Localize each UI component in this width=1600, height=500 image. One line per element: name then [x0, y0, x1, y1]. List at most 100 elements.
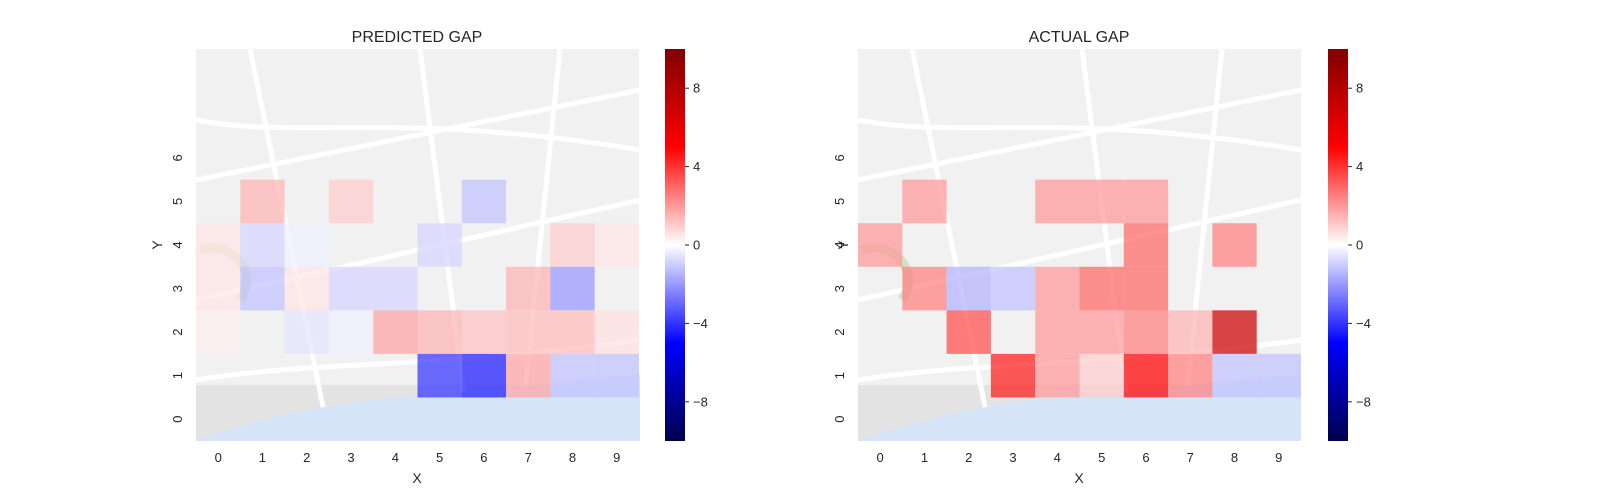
x-tick-label: 3: [347, 450, 354, 465]
actual-gap-title: ACTUAL GAP: [1029, 29, 1130, 46]
colorbar-tick-label: −4: [693, 316, 708, 331]
heatmap-cell: [990, 353, 1036, 398]
y-tick-label: 4: [170, 241, 185, 248]
heatmap-cell: [1212, 223, 1257, 267]
y-tick-label: 5: [170, 198, 185, 205]
x-tick-label: 1: [921, 450, 928, 465]
predicted-gap-y-ticks: 0 1 2 3 4 5 6: [170, 154, 185, 423]
heatmap-cell: [373, 310, 418, 354]
heatmap-cell: [506, 353, 551, 398]
x-tick-label: 8: [569, 450, 576, 465]
heatmap-cell: [1123, 353, 1169, 398]
actual-gap-x-ticks: 0 1 2 3 4 5 6 7 8 9: [876, 450, 1282, 465]
heatmap-cell: [1079, 353, 1124, 398]
heatmap-cell: [284, 310, 329, 354]
actual-gap-colorbar-ticks: 8 4 0 −4 −8: [1348, 81, 1371, 409]
colorbar-tick-label: 4: [693, 159, 700, 174]
heatmap-cell: [550, 223, 595, 267]
actual-gap-y-axis-label: Y: [835, 240, 851, 250]
colorbar-tick-label: −8: [1356, 394, 1371, 409]
heatmap-cell: [902, 179, 947, 224]
x-tick-label: 2: [965, 450, 972, 465]
predicted-gap-panel: PREDICTED GAP 8 4 0 −4 −8 0 1 2 3 4 5 6 7 8 9 0 1 2 3 4 5 6…: [149, 29, 708, 486]
y-tick-label: 2: [832, 328, 847, 335]
predicted-gap-colorbar-ticks: 8 4 0 −4 −8: [685, 81, 708, 409]
heatmap-cell: [902, 266, 947, 311]
y-tick-label: 6: [832, 154, 847, 161]
colorbar-tick-label: −8: [693, 394, 708, 409]
heatmap-cell: [240, 223, 285, 267]
x-tick-label: 9: [1275, 450, 1282, 465]
heatmap-cell: [594, 223, 639, 267]
x-tick-label: 4: [392, 450, 399, 465]
heatmap-cell: [1212, 310, 1257, 354]
actual-gap-x-axis-label: X: [1074, 470, 1084, 486]
x-tick-label: 5: [1098, 450, 1105, 465]
heatmap-cell: [1123, 310, 1169, 354]
heatmap-cell: [1035, 266, 1080, 311]
y-tick-label: 4: [832, 241, 847, 248]
heatmap-cell: [1123, 179, 1169, 224]
heatmap-cell: [1123, 223, 1169, 267]
y-tick-label: 6: [170, 154, 185, 161]
x-tick-label: 3: [1009, 450, 1016, 465]
heatmap-cell: [594, 310, 639, 354]
actual-gap-colorbar: [1328, 49, 1348, 441]
heatmap-cell: [1035, 310, 1080, 354]
heatmap-cell: [1212, 353, 1257, 398]
heatmap-cell: [196, 266, 241, 311]
x-tick-label: 7: [525, 450, 532, 465]
heatmap-cell: [196, 223, 241, 267]
heatmap-cell: [417, 223, 462, 267]
x-tick-label: 9: [613, 450, 620, 465]
heatmap-cell: [506, 266, 551, 311]
x-tick-label: 0: [215, 450, 222, 465]
heatmap-cell: [1168, 310, 1213, 354]
heatmap-cell: [196, 310, 241, 354]
x-tick-label: 5: [436, 450, 443, 465]
heatmap-cell: [240, 179, 285, 224]
colorbar-tick-label: 8: [1356, 81, 1363, 96]
y-tick-label: 3: [832, 285, 847, 292]
x-tick-label: 1: [259, 450, 266, 465]
heatmap-cell: [328, 266, 374, 311]
heatmap-cell: [284, 223, 329, 267]
heatmap-cell: [284, 266, 329, 311]
colorbar-tick-label: −4: [1356, 316, 1371, 331]
heatmap-cell: [1079, 179, 1124, 224]
heatmap-cell: [1035, 353, 1080, 398]
heatmap-cell: [417, 353, 462, 398]
x-tick-label: 8: [1231, 450, 1238, 465]
heatmap-cell: [461, 179, 507, 224]
predicted-gap-y-axis-label: Y: [149, 240, 165, 250]
colorbar-tick-label: 0: [1356, 238, 1363, 253]
predicted-gap-colorbar: [665, 49, 685, 441]
y-tick-label: 1: [170, 372, 185, 379]
heatmap-cell: [1168, 353, 1213, 398]
predicted-gap-title: PREDICTED GAP: [352, 29, 483, 46]
predicted-gap-cells: [196, 179, 639, 398]
y-tick-label: 2: [170, 328, 185, 335]
x-tick-label: 0: [876, 450, 883, 465]
y-tick-label: 5: [832, 198, 847, 205]
x-tick-label: 2: [303, 450, 310, 465]
heatmap-cell: [328, 179, 374, 224]
actual-gap-y-ticks: 0 1 2 3 4 5 6: [832, 154, 847, 423]
heatmap-cell: [550, 266, 595, 311]
heatmap-cell: [1035, 179, 1080, 224]
heatmap-cell: [946, 310, 991, 354]
y-tick-label: 1: [832, 372, 847, 379]
y-tick-label: 3: [170, 285, 185, 292]
x-tick-label: 7: [1187, 450, 1194, 465]
colorbar-tick-label: 0: [693, 238, 700, 253]
heatmap-cell: [461, 353, 507, 398]
heatmap-cell: [417, 310, 462, 354]
heatmap-cell: [858, 223, 903, 267]
heatmap-cell: [1079, 310, 1124, 354]
heatmap-cell: [550, 310, 595, 354]
heatmap-cell: [1079, 266, 1124, 311]
y-tick-label: 0: [832, 416, 847, 423]
heatmap-cell: [1123, 266, 1169, 311]
